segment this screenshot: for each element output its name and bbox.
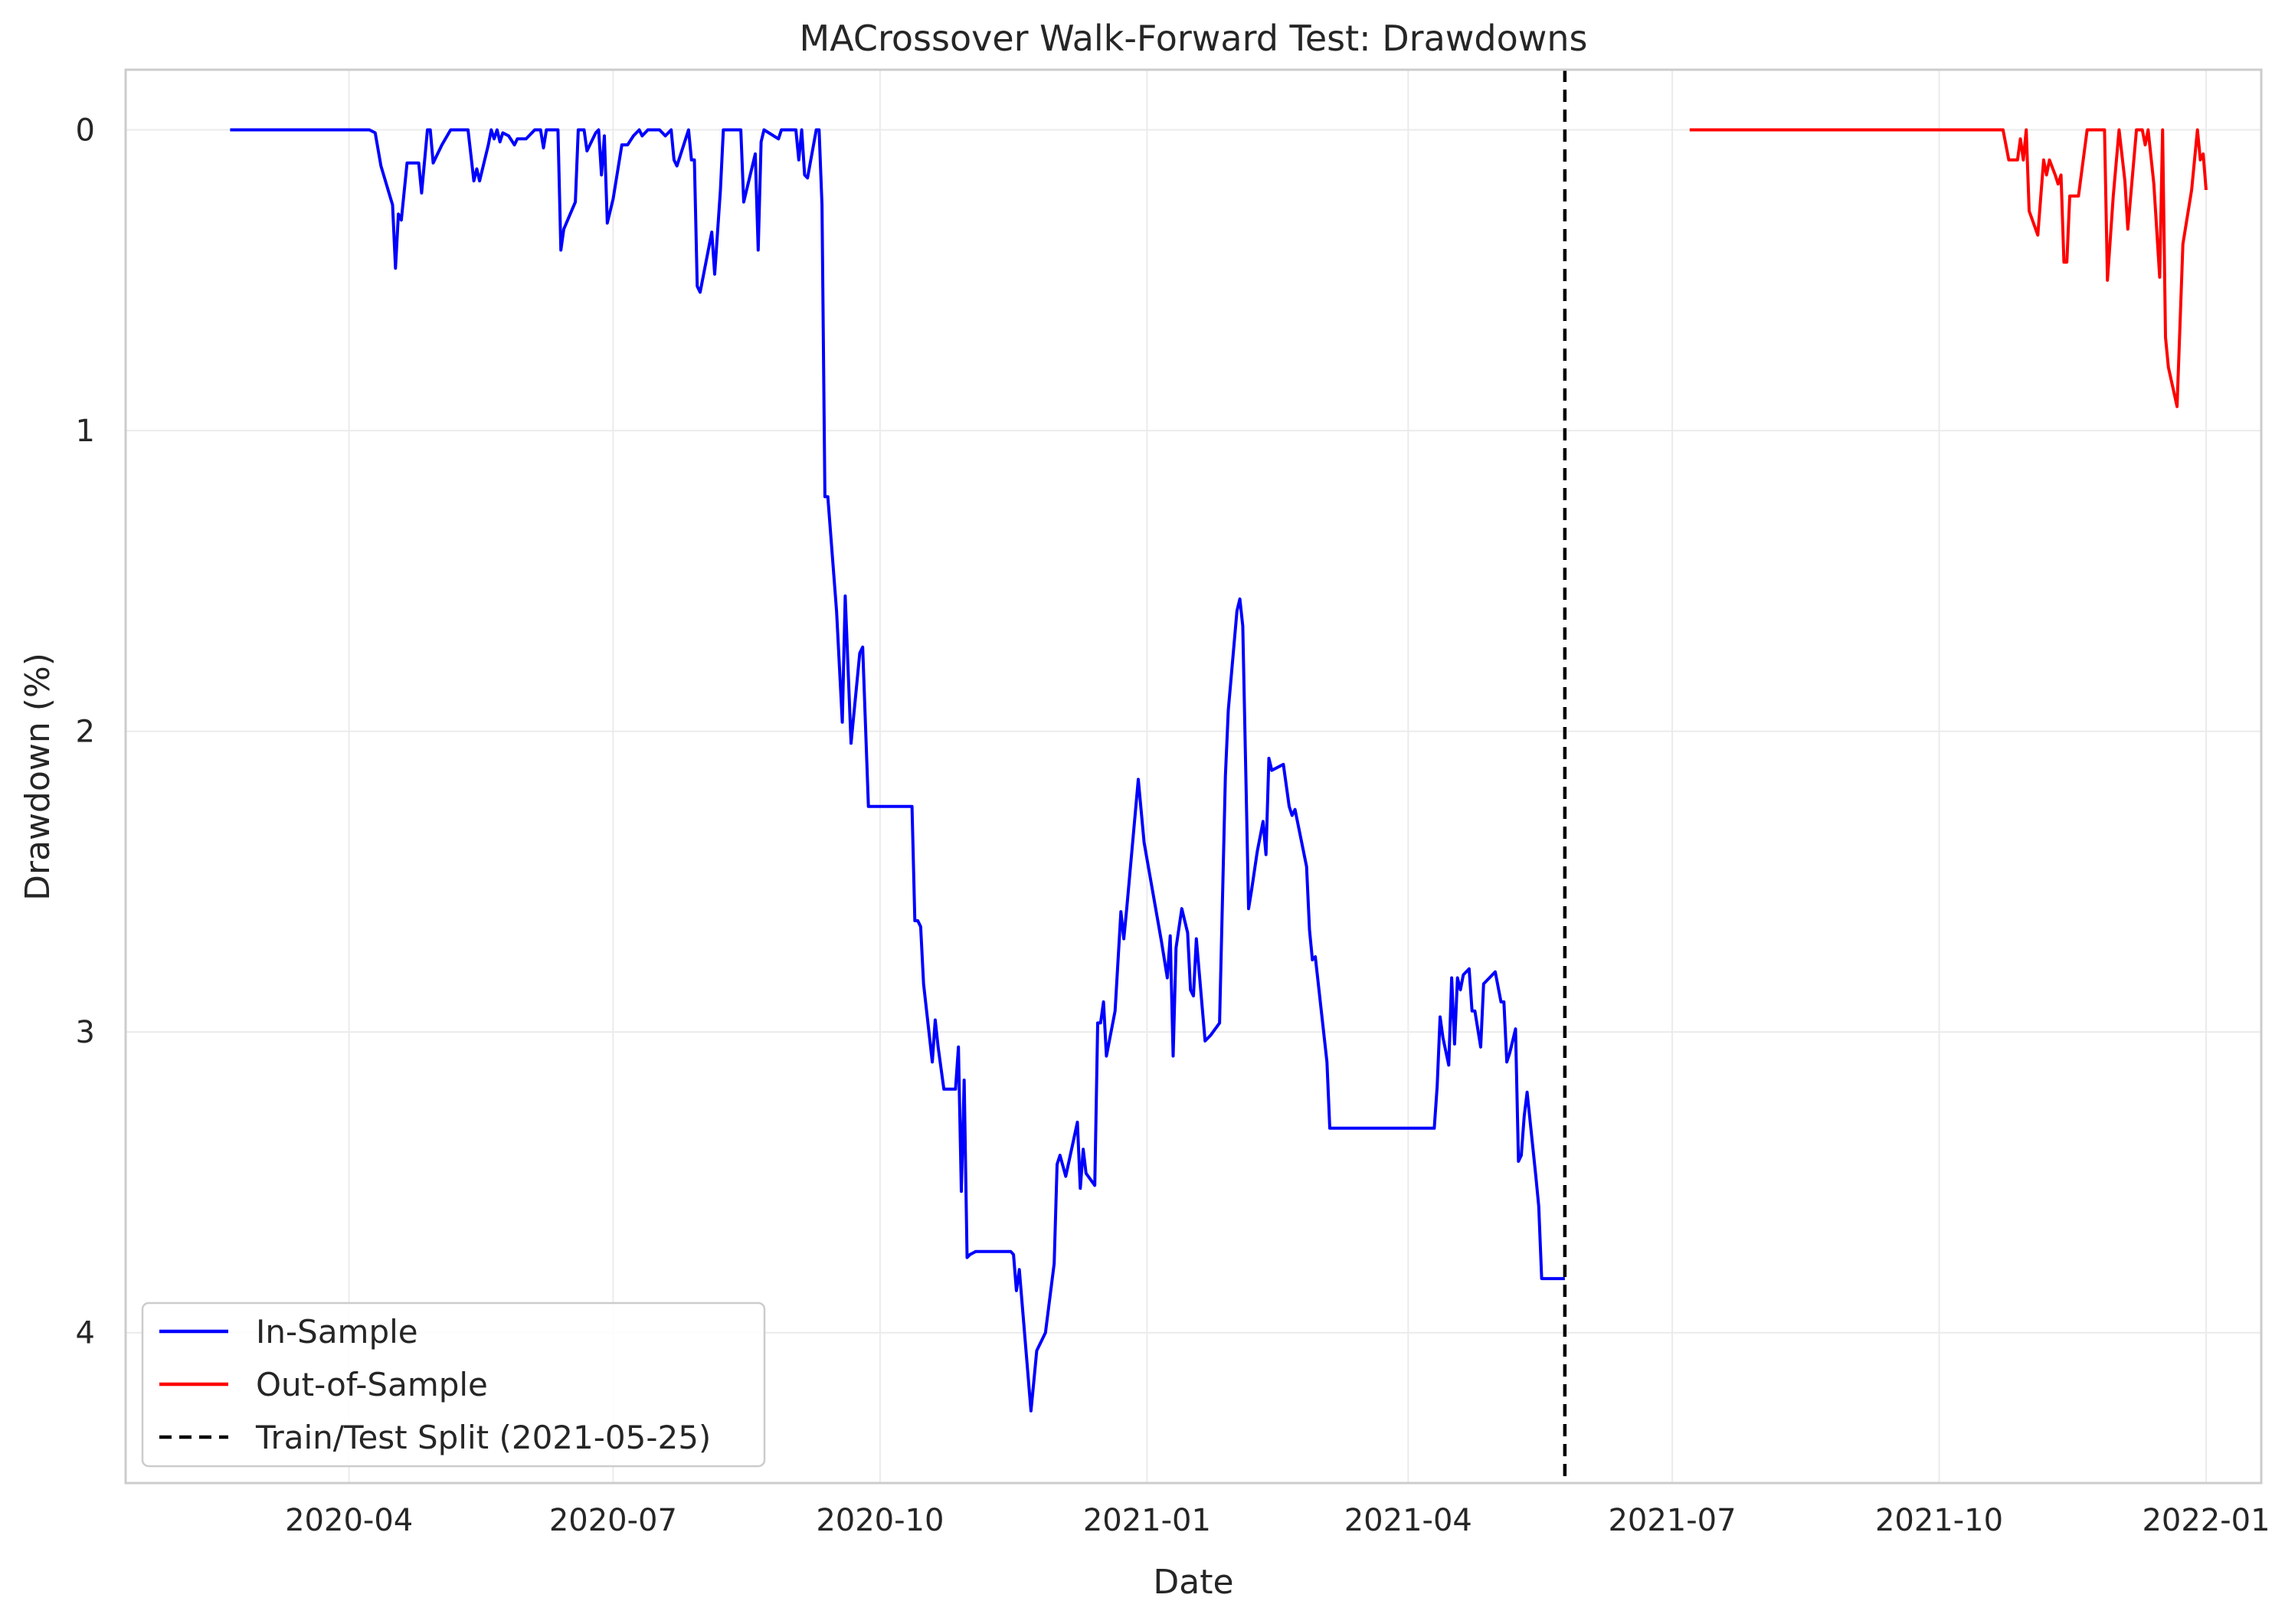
x-axis-label: Date	[1153, 1563, 1233, 1602]
grid	[126, 70, 2261, 1483]
y-tick-label: 1	[76, 414, 95, 449]
legend-label-out-of-sample: Out-of-Sample	[256, 1366, 488, 1403]
x-tick-label: 2020-10	[816, 1503, 944, 1538]
in-sample-line	[230, 128, 1565, 1413]
x-tick-label: 2021-10	[1875, 1503, 2003, 1538]
legend-box	[141, 1301, 766, 1468]
legend: In-Sample Out-of-Sample Train/Test Split (…	[141, 1301, 766, 1468]
x-tick-label: 2020-04	[285, 1503, 413, 1538]
series-layer	[230, 70, 2208, 1483]
x-tick-label: 2021-01	[1083, 1503, 1211, 1538]
legend-label-in-sample: In-Sample	[256, 1313, 418, 1351]
y-tick-label: 4	[76, 1316, 95, 1351]
out-of-sample-line	[1689, 128, 2208, 408]
x-tick-labels: 2020-04 2020-07 2020-10 2021-01 2021-04 2021-…	[285, 1503, 2270, 1538]
x-tick-label: 2021-07	[1608, 1503, 1736, 1538]
x-tick-label: 2020-07	[549, 1503, 677, 1538]
y-tick-label: 0	[76, 113, 95, 149]
y-tick-labels: 0 1 2 3 4	[76, 113, 95, 1351]
legend-label-train-test-split-2021-05-25: Train/Test Split (2021-05-25)	[255, 1419, 711, 1456]
chart-title: MACrossover Walk-Forward Test: Drawdowns	[800, 18, 1588, 59]
plot-frame	[124, 68, 2263, 1485]
y-tick-label: 3	[76, 1015, 95, 1050]
y-tick-label: 2	[76, 715, 95, 750]
plot-background	[126, 70, 2261, 1483]
x-tick-label: 2021-04	[1344, 1503, 1472, 1538]
y-axis-label: Drawdown (%)	[18, 653, 57, 901]
x-tick-label: 2022-01	[2142, 1503, 2270, 1538]
